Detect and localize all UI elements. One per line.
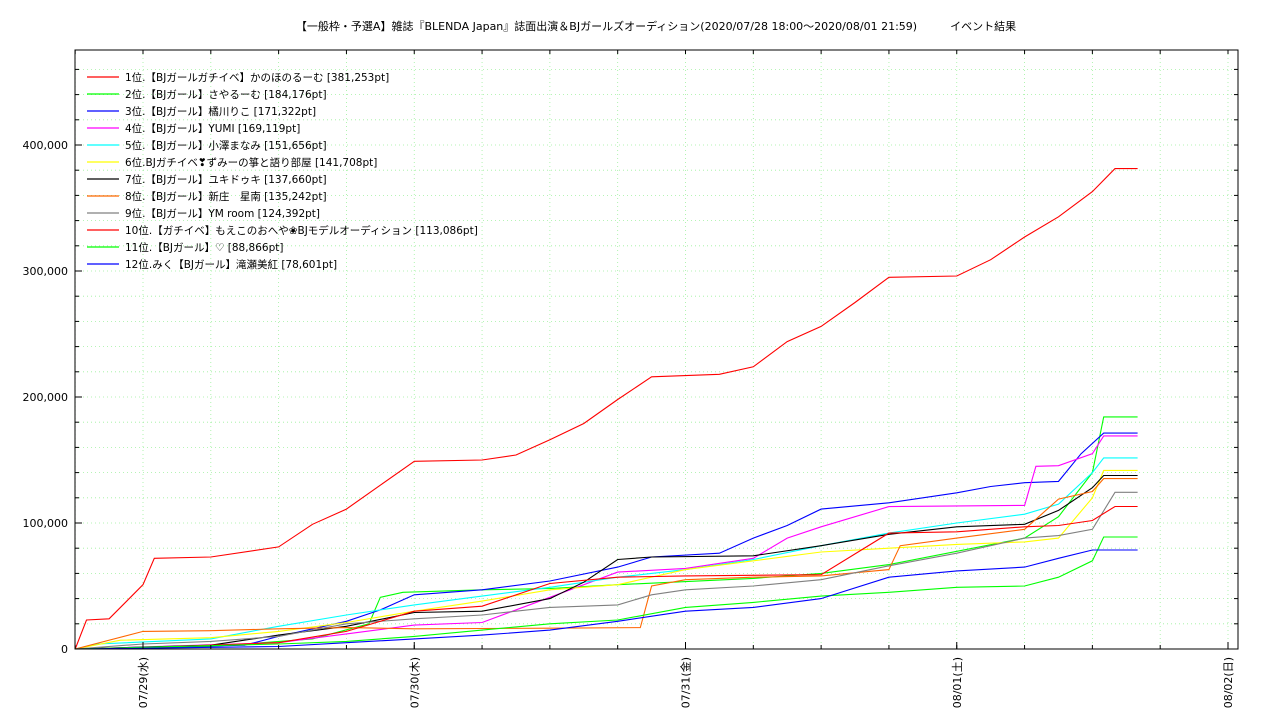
legend: 1位.【BJガールガチイベ】かのほのるーむ [381,253pt] 2位.【BJガ… — [87, 71, 478, 271]
legend-label: 3位.【BJガール】橘川りこ [171,322pt] — [125, 105, 316, 118]
y-tick-label: 0 — [61, 643, 68, 656]
chart-title: 【一般枠・予選A】雑誌『BLENDA Japan』誌面出演＆BJガールズオーディ… — [296, 19, 1016, 33]
plot-frame — [74, 49, 1239, 650]
y-tick-label: 200,000 — [23, 391, 69, 404]
series-lines — [74, 168, 1138, 650]
legend-label: 1位.【BJガールガチイベ】かのほのるーむ [381,253pt] — [125, 71, 389, 84]
axis-ticks: 0 100,000 200,000 300,000 400,000 07/29(水) 07/… — [23, 50, 1238, 708]
series-line-9 — [75, 491, 1138, 650]
y-tick-label: 100,000 — [23, 517, 69, 530]
legend-label: 7位.【BJガール】ユキドゥキ [137,660pt] — [125, 173, 327, 186]
series-line-3 — [75, 432, 1138, 650]
series-line-1 — [74, 168, 1138, 650]
series-line-7 — [75, 474, 1138, 650]
series-line-4 — [75, 435, 1138, 650]
series-line-10 — [75, 505, 1138, 650]
legend-label: 10位.【ガチイベ】もえこのおへや❀BJモデルオーディション [113,086p… — [125, 224, 478, 237]
x-tick-label: 08/02(日) — [1222, 657, 1235, 708]
x-tick-label: 07/31(金) — [679, 657, 693, 708]
legend-label: 11位.【BJガール】♡ [88,866pt] — [125, 241, 283, 254]
legend-label: 5位.【BJガール】小澤まなみ [151,656pt] — [125, 139, 327, 152]
x-tick-label: 08/01(土) — [951, 657, 964, 708]
series-line-2 — [75, 416, 1138, 650]
x-tick-label: 07/29(水) — [137, 657, 150, 708]
legend-label: 2位.【BJガール】さやるーむ [184,176pt] — [125, 88, 327, 101]
series-line-6 — [75, 469, 1138, 650]
y-tick-label: 300,000 — [23, 265, 69, 278]
legend-label: 8位.【BJガール】新庄 星南 [135,242pt] — [125, 190, 327, 203]
x-tick-label: 07/30(木) — [408, 657, 421, 708]
series-line-11 — [75, 536, 1138, 650]
legend-label: 12位.みく【BJガール】滝瀬美紅 [78,601pt] — [125, 258, 337, 271]
series-line-12 — [75, 549, 1138, 650]
y-tick-label: 400,000 — [23, 139, 69, 152]
series-line-8 — [75, 478, 1138, 650]
legend-label: 6位.BJガチイベ❣ずみーの箏と語り部屋 [141,708pt] — [125, 156, 377, 169]
legend-label: 9位.【BJガール】YM room [124,392pt] — [125, 207, 320, 220]
legend-label: 4位.【BJガール】YUMI [169,119pt] — [125, 122, 300, 135]
